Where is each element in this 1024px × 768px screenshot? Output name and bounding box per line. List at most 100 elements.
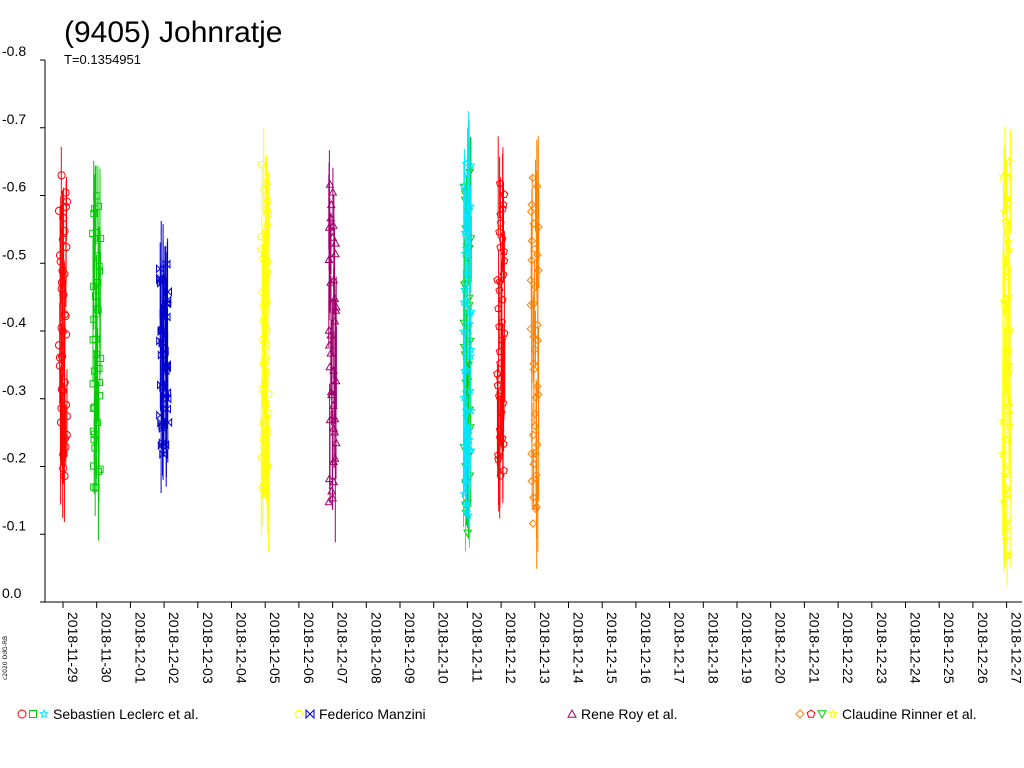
y-tick-label: -0.5 [2,246,26,262]
data-point [1003,550,1013,560]
data-point [532,502,541,512]
data-point [262,326,271,334]
data-point [325,179,335,188]
data-point [529,332,538,342]
data-point [330,249,340,258]
legend-marker [305,708,315,720]
data-point [496,210,505,219]
data-point [258,301,268,310]
x-tick-label: 2018-12-13 [537,612,553,684]
data-point [1002,483,1012,493]
data-point [529,459,539,469]
data-point [261,276,270,284]
data-point [158,276,167,287]
data-point [496,471,505,480]
data-point [466,160,476,170]
series-4 [324,150,341,543]
data-point [96,465,104,473]
data-point [494,304,503,312]
data-point [500,329,509,337]
x-tick-label: 2018-12-06 [301,612,317,684]
data-point [1004,367,1014,376]
data-point [1002,200,1012,210]
x-tick-label: 2018-12-23 [874,612,890,684]
data-point [527,476,537,486]
data-point [465,201,476,211]
data-point [54,341,64,350]
data-point [530,345,540,354]
data-point [532,182,542,191]
x-tick-label: 2018-12-05 [267,612,283,684]
data-point [326,200,336,209]
data-point [259,359,268,367]
x-tick-label: 2018-12-12 [503,612,519,684]
data-point [1001,516,1012,526]
data-point [526,300,536,310]
data-point [330,453,340,462]
data-point [1001,434,1012,444]
data-point [466,445,476,455]
y-tick-label: -0.3 [2,382,26,398]
data-point [1000,216,1010,226]
data-point [264,409,273,417]
data-point [258,255,268,263]
data-point [460,248,470,258]
data-point [261,368,271,376]
data-point [328,232,338,241]
legend-marker [806,709,816,718]
data-point [263,221,272,229]
data-point [326,213,336,222]
data-point [59,290,68,299]
data-point [258,335,267,344]
x-tick-label: 2018-12-01 [132,612,148,684]
legend-label: Claudine Rinner et al. [842,706,977,722]
data-point [1004,359,1015,369]
data-point [162,387,172,398]
data-point [95,364,103,373]
data-point [324,222,334,231]
data-point [328,220,338,229]
data-point [1002,264,1012,274]
data-point [260,354,270,362]
data-point [998,296,1009,306]
data-point [331,302,341,311]
data-point [260,229,270,237]
data-point [57,385,66,394]
data-point [60,269,69,279]
data-point [498,204,507,213]
legend-entry: Sebastien Leclerc et al. [17,706,199,722]
data-point [462,207,473,217]
data-point [1000,462,1011,472]
x-tick-label: 2018-12-18 [705,612,721,684]
x-tick-label: 2018-12-08 [368,612,384,684]
data-point [465,385,475,395]
y-tick-label: -0.8 [2,43,26,59]
x-tick-label: 2018-12-02 [166,612,182,684]
data-point [264,210,273,218]
y-tick-label: -0.4 [2,314,26,330]
data-point [529,299,538,309]
data-point [93,418,101,426]
data-point [498,335,507,344]
data-point [533,382,542,391]
data-point [261,490,271,498]
x-tick-label: 2018-12-16 [638,612,654,684]
legend-marker [567,708,577,718]
data-point [461,498,471,508]
series-7 [493,136,509,519]
data-series [54,111,1015,587]
legend-marker [817,710,827,720]
data-point [96,234,105,243]
legend-marker [29,710,37,718]
data-point [94,279,102,287]
data-point [494,391,503,400]
data-point [998,496,1009,506]
data-point [93,298,101,307]
data-point [463,223,473,233]
data-point [259,317,268,325]
data-point [61,400,71,409]
data-point [257,245,266,253]
data-point [90,315,98,323]
data-point [493,381,502,389]
data-point [527,236,537,246]
